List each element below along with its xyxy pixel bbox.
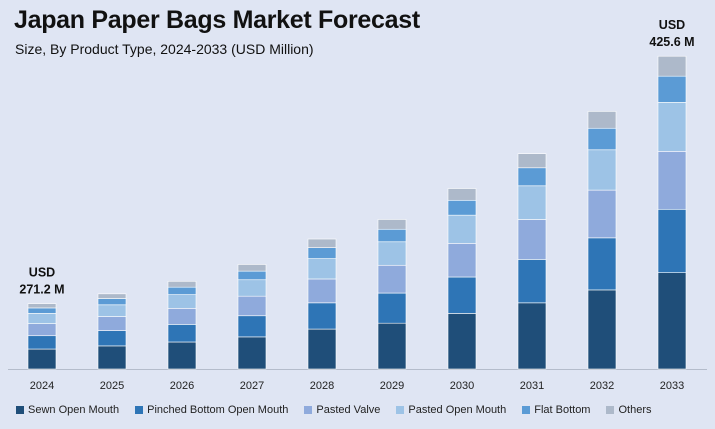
bar-segment-2028-pasted-open-mouth [307,258,337,280]
legend-swatch [304,406,313,414]
legend-item: Flat Bottom [522,404,590,416]
bar-segment-2028-pasted-valve [307,278,337,304]
legend-swatch [396,406,405,414]
bar-segment-2031-pinched-bottom-open-mouth [517,259,547,304]
bar-segment-2033-pasted-open-mouth [657,102,687,152]
value-annotation-2033: USD [659,18,685,32]
bar-segment-2025-others [97,293,127,299]
x-tick-label: 2024 [30,380,54,392]
bar-segment-2028-sewn-open-mouth [307,328,337,370]
chart-subtitle: Size, By Product Type, 2024-2033 (USD Mi… [15,41,314,57]
bar-segment-2025-pasted-open-mouth [97,304,127,317]
bar-segment-2027-others [237,264,267,272]
x-tick-label: 2031 [520,380,544,392]
bar-segment-2028-others [307,238,337,248]
bar-segment-2032-pasted-valve [587,189,617,239]
bar-segment-2026-flat-bottom [167,286,197,295]
bar-segment-2032-pasted-open-mouth [587,149,617,191]
bar-segment-2026-pasted-valve [167,308,197,325]
bar-segment-2030-flat-bottom [447,199,477,216]
bar-segment-2026-others [167,281,197,288]
bar-segment-2027-pasted-valve [237,295,267,317]
legend-label: Others [618,404,652,416]
bar-segment-2031-pasted-open-mouth [517,185,547,220]
bar-segment-2029-pasted-valve [377,264,407,294]
bar-segment-2031-flat-bottom [517,167,547,187]
chart-title: Japan Paper Bags Market Forecast [14,6,420,34]
bar-segment-2024-pinched-bottom-open-mouth [27,335,57,350]
legend: Sewn Open Mouth Pinched Bottom Open Mouth… [16,404,652,416]
bar-segment-2030-pasted-valve [447,243,477,278]
bar-segment-2032-sewn-open-mouth [587,289,617,370]
bar-segment-2029-pasted-open-mouth [377,241,407,266]
x-tick-label: 2033 [660,380,684,392]
bar-segment-2027-pinched-bottom-open-mouth [237,315,267,338]
x-tick-label: 2032 [590,380,614,392]
bar-segment-2030-pinched-bottom-open-mouth [447,276,477,314]
bar-segment-2033-pasted-valve [657,151,687,210]
bar-segment-2033-others [657,55,687,77]
legend-swatch [522,406,531,414]
bar-segment-2025-flat-bottom [97,298,127,306]
value-annotation-2024: 271.2 M [19,283,64,297]
bar-segment-2031-others [517,153,547,169]
bar-segment-2029-others [377,219,407,230]
legend-label: Sewn Open Mouth [28,404,120,416]
legend-label: Flat Bottom [534,404,591,416]
value-annotation-2024: USD [29,266,55,280]
stacked-bar-chart: 2024 USD 271.2 M 2025 2026 2027 2028 2029 2030 20… [8,18,707,392]
legend-label: Pasted Open Mouth [408,404,507,416]
bar-segment-2026-pasted-open-mouth [167,294,197,309]
legend-swatch [135,406,144,414]
x-tick-label: 2029 [380,380,404,392]
bar-segment-2027-sewn-open-mouth [237,336,267,370]
x-tick-label: 2027 [240,380,264,392]
bar-segment-2024-pasted-open-mouth [27,313,57,324]
x-tick-label: 2030 [450,380,474,392]
bar-segment-2029-pinched-bottom-open-mouth [377,292,407,324]
bar-segment-2027-pasted-open-mouth [237,279,267,297]
bar-segment-2032-pinched-bottom-open-mouth [587,237,617,291]
x-tick-label: 2028 [310,380,334,392]
bar-segment-2025-pasted-valve [97,316,127,331]
bar-segment-2031-sewn-open-mouth [517,302,547,370]
bar-segment-2029-flat-bottom [377,228,407,243]
bar-segment-2032-flat-bottom [587,127,617,151]
bar-segment-2025-pinched-bottom-open-mouth [97,330,127,347]
legend-item: Sewn Open Mouth [16,404,119,416]
bar-segment-2024-sewn-open-mouth [27,348,57,370]
bar-segment-2026-sewn-open-mouth [167,341,197,370]
legend-swatch [16,406,24,414]
legend-item: Pinched Bottom Open Mouth [135,404,288,416]
x-tick-label: 2025 [100,380,124,392]
bar-segment-2024-flat-bottom [27,307,57,314]
bar-segment-2029-sewn-open-mouth [377,322,407,370]
bar-segment-2031-pasted-valve [517,219,547,260]
legend-label: Pasted Valve [316,404,381,416]
bar-segment-2024-pasted-valve [27,323,57,337]
value-annotation-2033: 425.6 M [649,35,694,49]
bar-segment-2030-sewn-open-mouth [447,313,477,370]
bar-segment-2025-sewn-open-mouth [97,345,127,370]
legend-item: Others [606,404,652,416]
bar-segment-2030-others [447,188,477,201]
bar-segment-2024-others [27,303,57,309]
bar-segment-2033-flat-bottom [657,75,687,103]
bar-segment-2028-pinched-bottom-open-mouth [307,302,337,330]
bar-segment-2033-pinched-bottom-open-mouth [657,208,687,274]
legend-swatch [606,406,615,414]
x-tick-label: 2026 [170,380,194,392]
bar-segment-2028-flat-bottom [307,247,337,259]
bar-segment-2033-sewn-open-mouth [657,272,687,370]
legend-label: Pinched Bottom Open Mouth [147,404,289,416]
bar-segment-2026-pinched-bottom-open-mouth [167,324,197,343]
bar-segment-2032-others [587,111,617,129]
legend-item: Pasted Valve [304,404,380,416]
bar-segment-2030-pasted-open-mouth [447,214,477,244]
bar-segment-2027-flat-bottom [237,270,267,281]
legend-item: Pasted Open Mouth [396,404,506,416]
